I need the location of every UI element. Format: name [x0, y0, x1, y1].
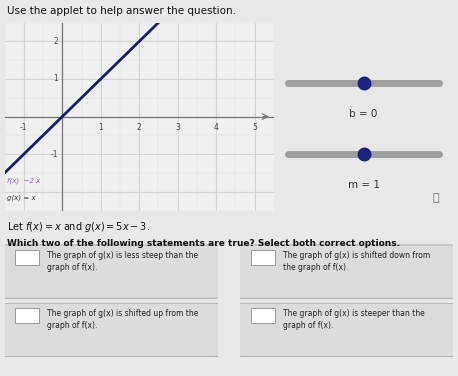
Text: 4: 4	[214, 123, 218, 132]
Bar	[15, 308, 38, 323]
Text: b = 0: b = 0	[349, 109, 378, 119]
Bar	[251, 308, 274, 323]
Text: The graph of g(x) is shifted down from
the graph of f(x).: The graph of g(x) is shifted down from t…	[283, 251, 431, 272]
Text: m = 1: m = 1	[348, 180, 380, 191]
Text: 1: 1	[98, 123, 103, 132]
FancyBboxPatch shape	[0, 245, 220, 299]
Text: The graph of g(x) is shifted up from the
graph of f(x).: The graph of g(x) is shifted up from the…	[47, 309, 199, 330]
FancyBboxPatch shape	[0, 303, 220, 357]
Text: Let $f(x) = x$ and $g(x) = 5x - 3$.: Let $f(x) = x$ and $g(x) = 5x - 3$.	[7, 220, 150, 234]
Bar	[15, 250, 38, 265]
Text: g(x) = x: g(x) = x	[6, 194, 35, 201]
Text: 2: 2	[137, 123, 142, 132]
Text: ⤢: ⤢	[432, 193, 439, 203]
FancyBboxPatch shape	[236, 303, 456, 357]
Text: Use the applet to help answer the question.: Use the applet to help answer the questi…	[7, 6, 236, 16]
Text: -1: -1	[51, 150, 59, 159]
Text: f(x)  −2 x: f(x) −2 x	[6, 177, 40, 184]
Text: 2: 2	[54, 37, 59, 46]
Text: -1: -1	[20, 123, 27, 132]
Text: The graph of g(x) is steeper than the
graph of f(x).: The graph of g(x) is steeper than the gr…	[283, 309, 425, 330]
FancyBboxPatch shape	[236, 245, 456, 299]
Text: 3: 3	[175, 123, 180, 132]
Bar	[251, 250, 274, 265]
Text: 1: 1	[54, 74, 59, 83]
Text: Which two of the following statements are true? Select both correct options.: Which two of the following statements ar…	[7, 239, 400, 248]
Text: 5: 5	[252, 123, 257, 132]
Text: The graph of g(x) is less steep than the
graph of f(x).: The graph of g(x) is less steep than the…	[47, 251, 198, 272]
